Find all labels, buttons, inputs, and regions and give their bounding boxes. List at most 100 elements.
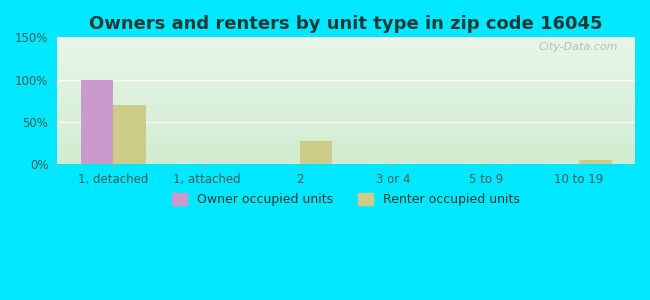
Bar [57, 122, 635, 123]
Bar [57, 61, 635, 62]
Bar [57, 65, 635, 66]
Bar [57, 92, 635, 93]
Bar [57, 108, 635, 109]
Bar [57, 124, 635, 125]
Bar [57, 42, 635, 43]
Bar [57, 160, 635, 161]
Bar [57, 54, 635, 55]
Bar [57, 45, 635, 46]
Bar [57, 46, 635, 47]
Bar [57, 86, 635, 87]
Bar [57, 48, 635, 49]
Bar [57, 79, 635, 80]
Bar [57, 87, 635, 88]
Bar [57, 141, 635, 142]
Bar [57, 113, 635, 114]
Bar [57, 143, 635, 144]
Bar [57, 111, 635, 112]
Bar [57, 58, 635, 59]
Bar [57, 123, 635, 124]
Bar [57, 157, 635, 158]
Bar [57, 130, 635, 131]
Bar [57, 110, 635, 111]
Bar [57, 67, 635, 68]
Bar [57, 37, 635, 38]
Bar [57, 38, 635, 39]
Text: City-Data.com: City-Data.com [538, 42, 617, 52]
Bar [57, 112, 635, 113]
Bar [57, 147, 635, 148]
Bar [57, 131, 635, 132]
Bar [57, 137, 635, 138]
Bar [57, 102, 635, 103]
Bar [57, 149, 635, 150]
Bar [57, 144, 635, 145]
Bar [57, 83, 635, 84]
Bar [57, 140, 635, 141]
Bar [57, 101, 635, 102]
Bar [57, 154, 635, 155]
Bar [57, 62, 635, 63]
Title: Owners and renters by unit type in zip code 16045: Owners and renters by unit type in zip c… [90, 15, 603, 33]
Bar [57, 59, 635, 60]
Bar [57, 139, 635, 140]
Bar [57, 103, 635, 104]
Bar [57, 90, 635, 91]
Bar [57, 104, 635, 105]
Bar [57, 150, 635, 151]
Bar [57, 116, 635, 117]
Bar [57, 70, 635, 71]
Bar [57, 78, 635, 79]
Bar [57, 132, 635, 133]
Bar [57, 99, 635, 100]
Bar [57, 40, 635, 41]
Bar [57, 51, 635, 52]
Bar [113, 105, 146, 164]
Bar [57, 136, 635, 137]
Bar [57, 68, 635, 69]
Bar [57, 105, 635, 106]
Bar [57, 162, 635, 163]
Bar [57, 121, 635, 122]
Bar [57, 156, 635, 157]
Bar [57, 72, 635, 73]
Bar [57, 80, 635, 81]
Bar [57, 44, 635, 45]
Bar [579, 160, 612, 164]
Bar [57, 107, 635, 108]
Bar [57, 120, 635, 121]
Bar [57, 117, 635, 118]
Bar [57, 81, 635, 82]
Bar [57, 39, 635, 40]
Bar [57, 40, 635, 41]
Bar [57, 134, 635, 135]
Bar [57, 163, 635, 164]
Bar [57, 133, 635, 134]
Bar [57, 82, 635, 83]
Bar [57, 43, 635, 44]
Bar [57, 96, 635, 97]
Bar [57, 155, 635, 156]
Bar [57, 97, 635, 98]
Bar [57, 91, 635, 92]
Legend: Owner occupied units, Renter occupied units: Owner occupied units, Renter occupied un… [167, 188, 525, 211]
Bar [57, 85, 635, 86]
Bar [57, 128, 635, 129]
Bar [57, 153, 635, 154]
Bar [57, 115, 635, 116]
Bar [57, 69, 635, 70]
Bar [57, 148, 635, 149]
Bar [57, 89, 635, 90]
Bar [57, 114, 635, 115]
Bar [57, 151, 635, 152]
Bar [57, 49, 635, 50]
Bar [57, 53, 635, 54]
Bar [57, 61, 635, 62]
Bar [57, 60, 635, 61]
Bar [57, 47, 635, 48]
Bar [57, 98, 635, 99]
Bar [57, 55, 635, 56]
Bar [57, 50, 635, 51]
Bar [57, 66, 635, 67]
Bar [57, 142, 635, 143]
